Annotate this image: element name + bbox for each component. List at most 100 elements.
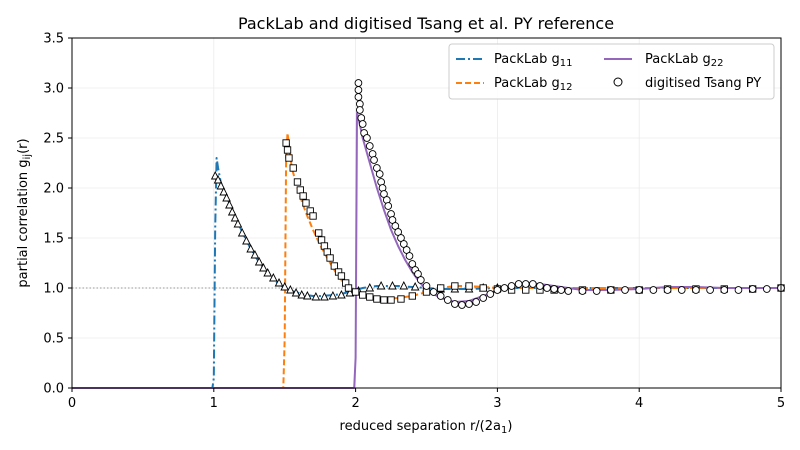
x-axis-label: reduced separation r/(2a1) (340, 419, 513, 436)
reference-point-circle (621, 286, 629, 294)
reference-point-triangle (297, 290, 307, 299)
reference-point-triangle (263, 268, 273, 277)
legend-label-g22: PackLab g22 (645, 52, 723, 69)
reference-point-square (299, 192, 307, 200)
reference-point-triangle (291, 288, 301, 297)
reference-point-square (309, 212, 317, 220)
reference-point-circle (493, 286, 502, 294)
y-tick-label: 0.5 (43, 332, 64, 347)
reference-point-circle (635, 286, 644, 294)
reference-point-circle (472, 298, 480, 306)
reference-point-circle (514, 280, 523, 288)
reference-point-circle (677, 286, 686, 294)
reference-point-square (387, 296, 395, 304)
reference-point-triangle (213, 175, 223, 184)
reference-point-circle (649, 286, 658, 294)
reference-point-square (344, 284, 353, 292)
reference-point-square (315, 229, 323, 237)
x-tick-label: 2 (351, 396, 359, 411)
reference-point-circle (536, 282, 544, 290)
reference-point-triangle (246, 244, 256, 253)
reference-point-circle (356, 106, 364, 114)
reference-point-triangle (274, 278, 284, 287)
plot-frame (71, 37, 782, 389)
legend-box (448, 43, 775, 100)
reference-point-triangle (237, 228, 247, 237)
reference-point-square (380, 296, 388, 304)
x-axis-ticks: 0 1 2 3 4 5 (68, 388, 785, 411)
reference-point-square (451, 282, 459, 290)
reference-point-circle (465, 300, 473, 308)
reference-point-triangle (280, 282, 290, 291)
y-tick-label: 1.5 (43, 232, 64, 247)
reference-point-triangle (320, 292, 329, 301)
reference-point-triangle (286, 285, 295, 294)
reference-point-circle (720, 286, 729, 294)
reference-point-square (293, 178, 302, 186)
reference-point-triangle (410, 282, 420, 291)
reference-point-square (326, 254, 334, 262)
legend-label-g12: PackLab g12 (494, 76, 572, 93)
reference-point-triangle (219, 187, 229, 196)
reference-point-circle (557, 286, 566, 294)
reference-point-triangle (216, 181, 226, 190)
reference-point-circle (543, 284, 551, 292)
legend: PackLab g11 PackLab g12 PackLab g22 digi… (448, 43, 775, 100)
series-line-g22 (72, 112, 781, 389)
chart-title: PackLab and digitised Tsang et al. PY re… (238, 14, 614, 33)
reference-point-circle (358, 120, 367, 128)
reference-point-circle (564, 287, 573, 295)
reference-point-circle (692, 286, 700, 294)
series-lines (72, 112, 781, 389)
y-axis-label: partial correlation gij(r) (16, 138, 33, 287)
reference-point-circle (550, 285, 558, 293)
legend-label-reference: digitised Tsang PY (645, 76, 761, 91)
reference-markers (210, 79, 785, 309)
reference-point-triangle (250, 250, 260, 259)
reference-point-triangle (254, 257, 264, 266)
reference-point-square (337, 272, 346, 280)
reference-point-triangle (242, 236, 251, 245)
reference-point-circle (370, 156, 378, 164)
reference-point-circle (354, 79, 363, 87)
y-axis-ticks: 0.0 0.5 1.0 1.5 2.0 2.5 3.0 3.5 (43, 32, 72, 397)
reference-point-circle (578, 287, 587, 295)
reference-point-circle (451, 300, 459, 308)
reference-point-circle (606, 286, 615, 294)
y-tick-label: 2.0 (43, 182, 64, 197)
reference-point-square (283, 146, 292, 154)
reference-point-circle (507, 282, 516, 290)
reference-point-circle (479, 294, 488, 302)
reference-point-square (285, 154, 293, 162)
y-tick-label: 2.5 (43, 132, 64, 147)
reference-point-square (359, 291, 367, 299)
reference-point-square (437, 284, 445, 292)
reference-point-triangle (230, 213, 240, 222)
reference-point-square (302, 199, 310, 207)
reference-point-circle (458, 301, 466, 309)
reference-point-circle (375, 170, 384, 178)
reference-point-square (373, 295, 381, 303)
reference-point-circle (422, 282, 431, 290)
y-tick-label: 3.0 (43, 82, 64, 97)
reference-point-square (317, 236, 326, 244)
reference-point-triangle (269, 273, 278, 282)
reference-point-triangle (259, 263, 268, 272)
x-tick-label: 0 (68, 396, 76, 411)
series-line-g11 (72, 157, 781, 389)
reference-point-circle (592, 287, 601, 295)
reference-point-circle (748, 285, 757, 293)
reference-point-square (479, 284, 487, 292)
reference-point-circle (416, 276, 425, 284)
reference-point-triangle (388, 281, 397, 290)
legend-label-g11: PackLab g11 (494, 52, 572, 69)
reference-point-circle (443, 296, 452, 304)
reference-point-circle (436, 292, 445, 300)
reference-point-square (320, 242, 329, 250)
reference-point-circle (365, 142, 374, 150)
reference-point-circle (354, 86, 363, 94)
reference-point-triangle (328, 291, 338, 300)
reference-point-circle (363, 134, 371, 142)
reference-point-triangle (376, 281, 386, 290)
reference-point-square (366, 293, 374, 301)
